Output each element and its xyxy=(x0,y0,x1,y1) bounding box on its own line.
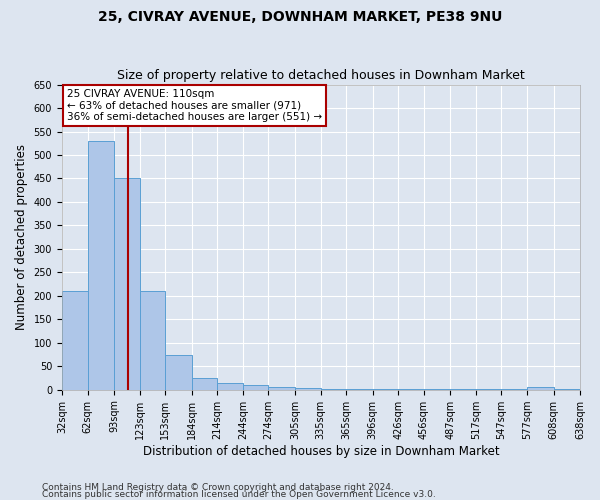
Bar xyxy=(217,382,243,390)
Bar xyxy=(295,388,320,390)
Title: Size of property relative to detached houses in Downham Market: Size of property relative to detached ho… xyxy=(117,69,525,82)
Text: 25, CIVRAY AVENUE, DOWNHAM MARKET, PE38 9NU: 25, CIVRAY AVENUE, DOWNHAM MARKET, PE38 … xyxy=(98,10,502,24)
Bar xyxy=(114,178,140,390)
Text: 25 CIVRAY AVENUE: 110sqm
← 63% of detached houses are smaller (971)
36% of semi-: 25 CIVRAY AVENUE: 110sqm ← 63% of detach… xyxy=(67,89,322,122)
Bar xyxy=(191,378,217,390)
Y-axis label: Number of detached properties: Number of detached properties xyxy=(15,144,28,330)
Bar xyxy=(320,389,346,390)
Bar xyxy=(346,389,373,390)
X-axis label: Distribution of detached houses by size in Downham Market: Distribution of detached houses by size … xyxy=(143,444,499,458)
Bar xyxy=(268,388,295,390)
Bar xyxy=(527,388,554,390)
Bar xyxy=(243,385,268,390)
Bar xyxy=(140,291,165,390)
Bar xyxy=(88,141,114,390)
Text: Contains HM Land Registry data © Crown copyright and database right 2024.: Contains HM Land Registry data © Crown c… xyxy=(42,484,394,492)
Bar xyxy=(62,291,88,390)
Bar xyxy=(165,354,191,390)
Text: Contains public sector information licensed under the Open Government Licence v3: Contains public sector information licen… xyxy=(42,490,436,499)
